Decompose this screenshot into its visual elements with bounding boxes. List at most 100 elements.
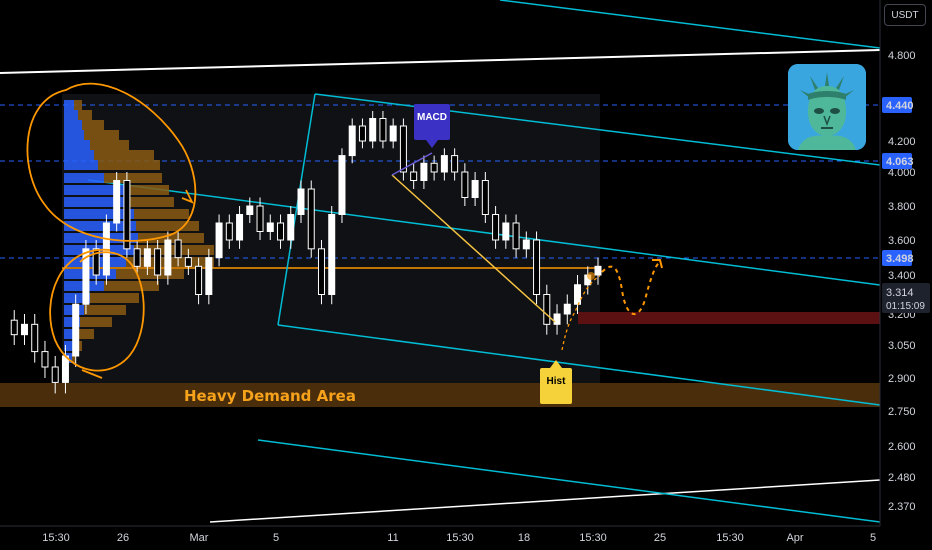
time-axis-label: Apr: [786, 532, 803, 544]
time-axis[interactable]: [0, 526, 932, 550]
mid-channel-line[interactable]: [87, 179, 881, 286]
candle-body: [522, 239, 530, 250]
volume-profile-up-bar: [64, 341, 74, 351]
price-axis-badges: 4.440 4.063 3.498: [882, 97, 914, 266]
projection-path[interactable]: [601, 261, 661, 316]
volume-profile-down-bar: [138, 233, 204, 243]
volume-profile-up-bar: [64, 160, 98, 170]
candle-body: [420, 162, 428, 181]
volume-profile-down-bar: [82, 120, 104, 130]
candle-body: [92, 248, 100, 276]
candle-body: [225, 222, 233, 241]
hist-badge[interactable]: Hist: [540, 360, 572, 404]
time-axis-label: 26: [117, 532, 129, 544]
demand-area-label: Heavy Demand Area: [184, 387, 356, 405]
hand-drawn-tail[interactable]: [81, 369, 103, 379]
candle-body: [133, 248, 141, 267]
hand-drawn-circle-lower[interactable]: [49, 248, 145, 372]
channel-left-edge[interactable]: [277, 93, 316, 326]
lower-white-trendline[interactable]: [209, 479, 881, 523]
candlestick-series: [10, 111, 602, 394]
volume-profile-up-bar: [64, 293, 90, 303]
time-axis-label: 15:30: [42, 532, 70, 544]
hand-drawn-arrow-head[interactable]: [181, 189, 194, 204]
candle-body: [481, 180, 489, 215]
time-axis-label: 15:30: [446, 532, 474, 544]
candle-body: [389, 125, 397, 142]
candle-body: [256, 205, 264, 232]
volume-profile-up-bar: [64, 110, 78, 120]
candle-body: [72, 303, 80, 357]
candle-body: [277, 222, 285, 241]
macd-arrow-line[interactable]: [391, 152, 433, 176]
time-axis-label: 15:30: [716, 532, 744, 544]
candle-body: [164, 239, 172, 276]
candle-body: [369, 118, 377, 142]
price-tick-label: 3.050: [888, 340, 916, 352]
price-tick-label: 3.800: [888, 201, 916, 213]
current-price-marker: [587, 272, 595, 280]
candle-body: [563, 303, 571, 315]
price-tick-label: 3.400: [888, 270, 916, 282]
top-channel-line[interactable]: [499, 0, 881, 49]
candle-body: [266, 222, 274, 232]
price-tick-label: 2.370: [888, 501, 916, 513]
resistance-zone: [578, 312, 880, 324]
candle-body: [123, 180, 131, 250]
channel-lower[interactable]: [277, 324, 881, 406]
countdown-label: 01:15:09: [886, 301, 925, 312]
candle-body: [533, 239, 541, 295]
macd-divergence-line[interactable]: [391, 174, 556, 323]
volume-profile-up-bar: [64, 197, 130, 207]
candle-body: [184, 257, 192, 267]
price-badge[interactable]: 4.063: [882, 153, 914, 169]
time-axis-label: 25: [654, 532, 666, 544]
currency-button[interactable]: USDT: [884, 4, 926, 26]
volume-profile-down-bar: [116, 269, 184, 279]
candle-body: [20, 323, 28, 336]
candle-body: [51, 366, 59, 383]
price-axis[interactable]: [880, 0, 932, 550]
candle-body: [461, 171, 469, 198]
statue-of-liberty-icon: [788, 64, 866, 150]
bottom-channel-line[interactable]: [257, 439, 881, 523]
candle-body: [297, 188, 305, 215]
candle-body: [143, 248, 151, 267]
volume-profile-up-bar: [64, 150, 94, 160]
time-axis-labels: 15:30 26 Mar 5 11 15:30 18 15:30 25 15:30 Apr 5: [42, 532, 876, 544]
candle-body: [317, 248, 325, 296]
time-axis-label: 11: [387, 532, 398, 544]
hand-drawn-circle-upper[interactable]: [26, 82, 197, 242]
candle-body: [113, 180, 121, 224]
price-badge[interactable]: 3.498: [882, 250, 914, 266]
volume-profile-up-bar: [64, 209, 134, 219]
volume-profile-up-bar: [64, 120, 82, 130]
candle-body: [236, 214, 244, 241]
projection-arrow-head[interactable]: [652, 259, 663, 269]
candle-body: [287, 214, 295, 241]
reversal-squiggle[interactable]: [561, 275, 601, 351]
volume-profile-up-bar: [64, 329, 76, 339]
upper-white-trendline[interactable]: [0, 49, 881, 74]
price-tick-label: 3.600: [888, 235, 916, 247]
candle-body: [594, 265, 602, 276]
price-badge[interactable]: 4.440: [882, 97, 914, 113]
price-tick-label: 2.600: [888, 441, 916, 453]
time-axis-label: 18: [518, 532, 530, 544]
channel-upper[interactable]: [314, 93, 881, 166]
volume-profile-down-bar: [134, 209, 189, 219]
candle-body: [205, 257, 213, 296]
volume-profile-up-bar: [64, 185, 126, 195]
macd-badge[interactable]: MACD: [414, 104, 450, 148]
volume-profile-up-bar: [64, 221, 136, 231]
candle-body: [440, 155, 448, 173]
candle-body: [543, 294, 551, 325]
candle-body: [399, 125, 407, 173]
macd-label: MACD: [417, 112, 447, 123]
current-price-box[interactable]: 3.314 01:15:09: [882, 283, 930, 313]
volume-profile-up-bar: [64, 173, 104, 183]
price-tick-label: 4.200: [888, 136, 916, 148]
time-axis-label: 5: [870, 532, 876, 544]
candle-body: [410, 171, 418, 181]
